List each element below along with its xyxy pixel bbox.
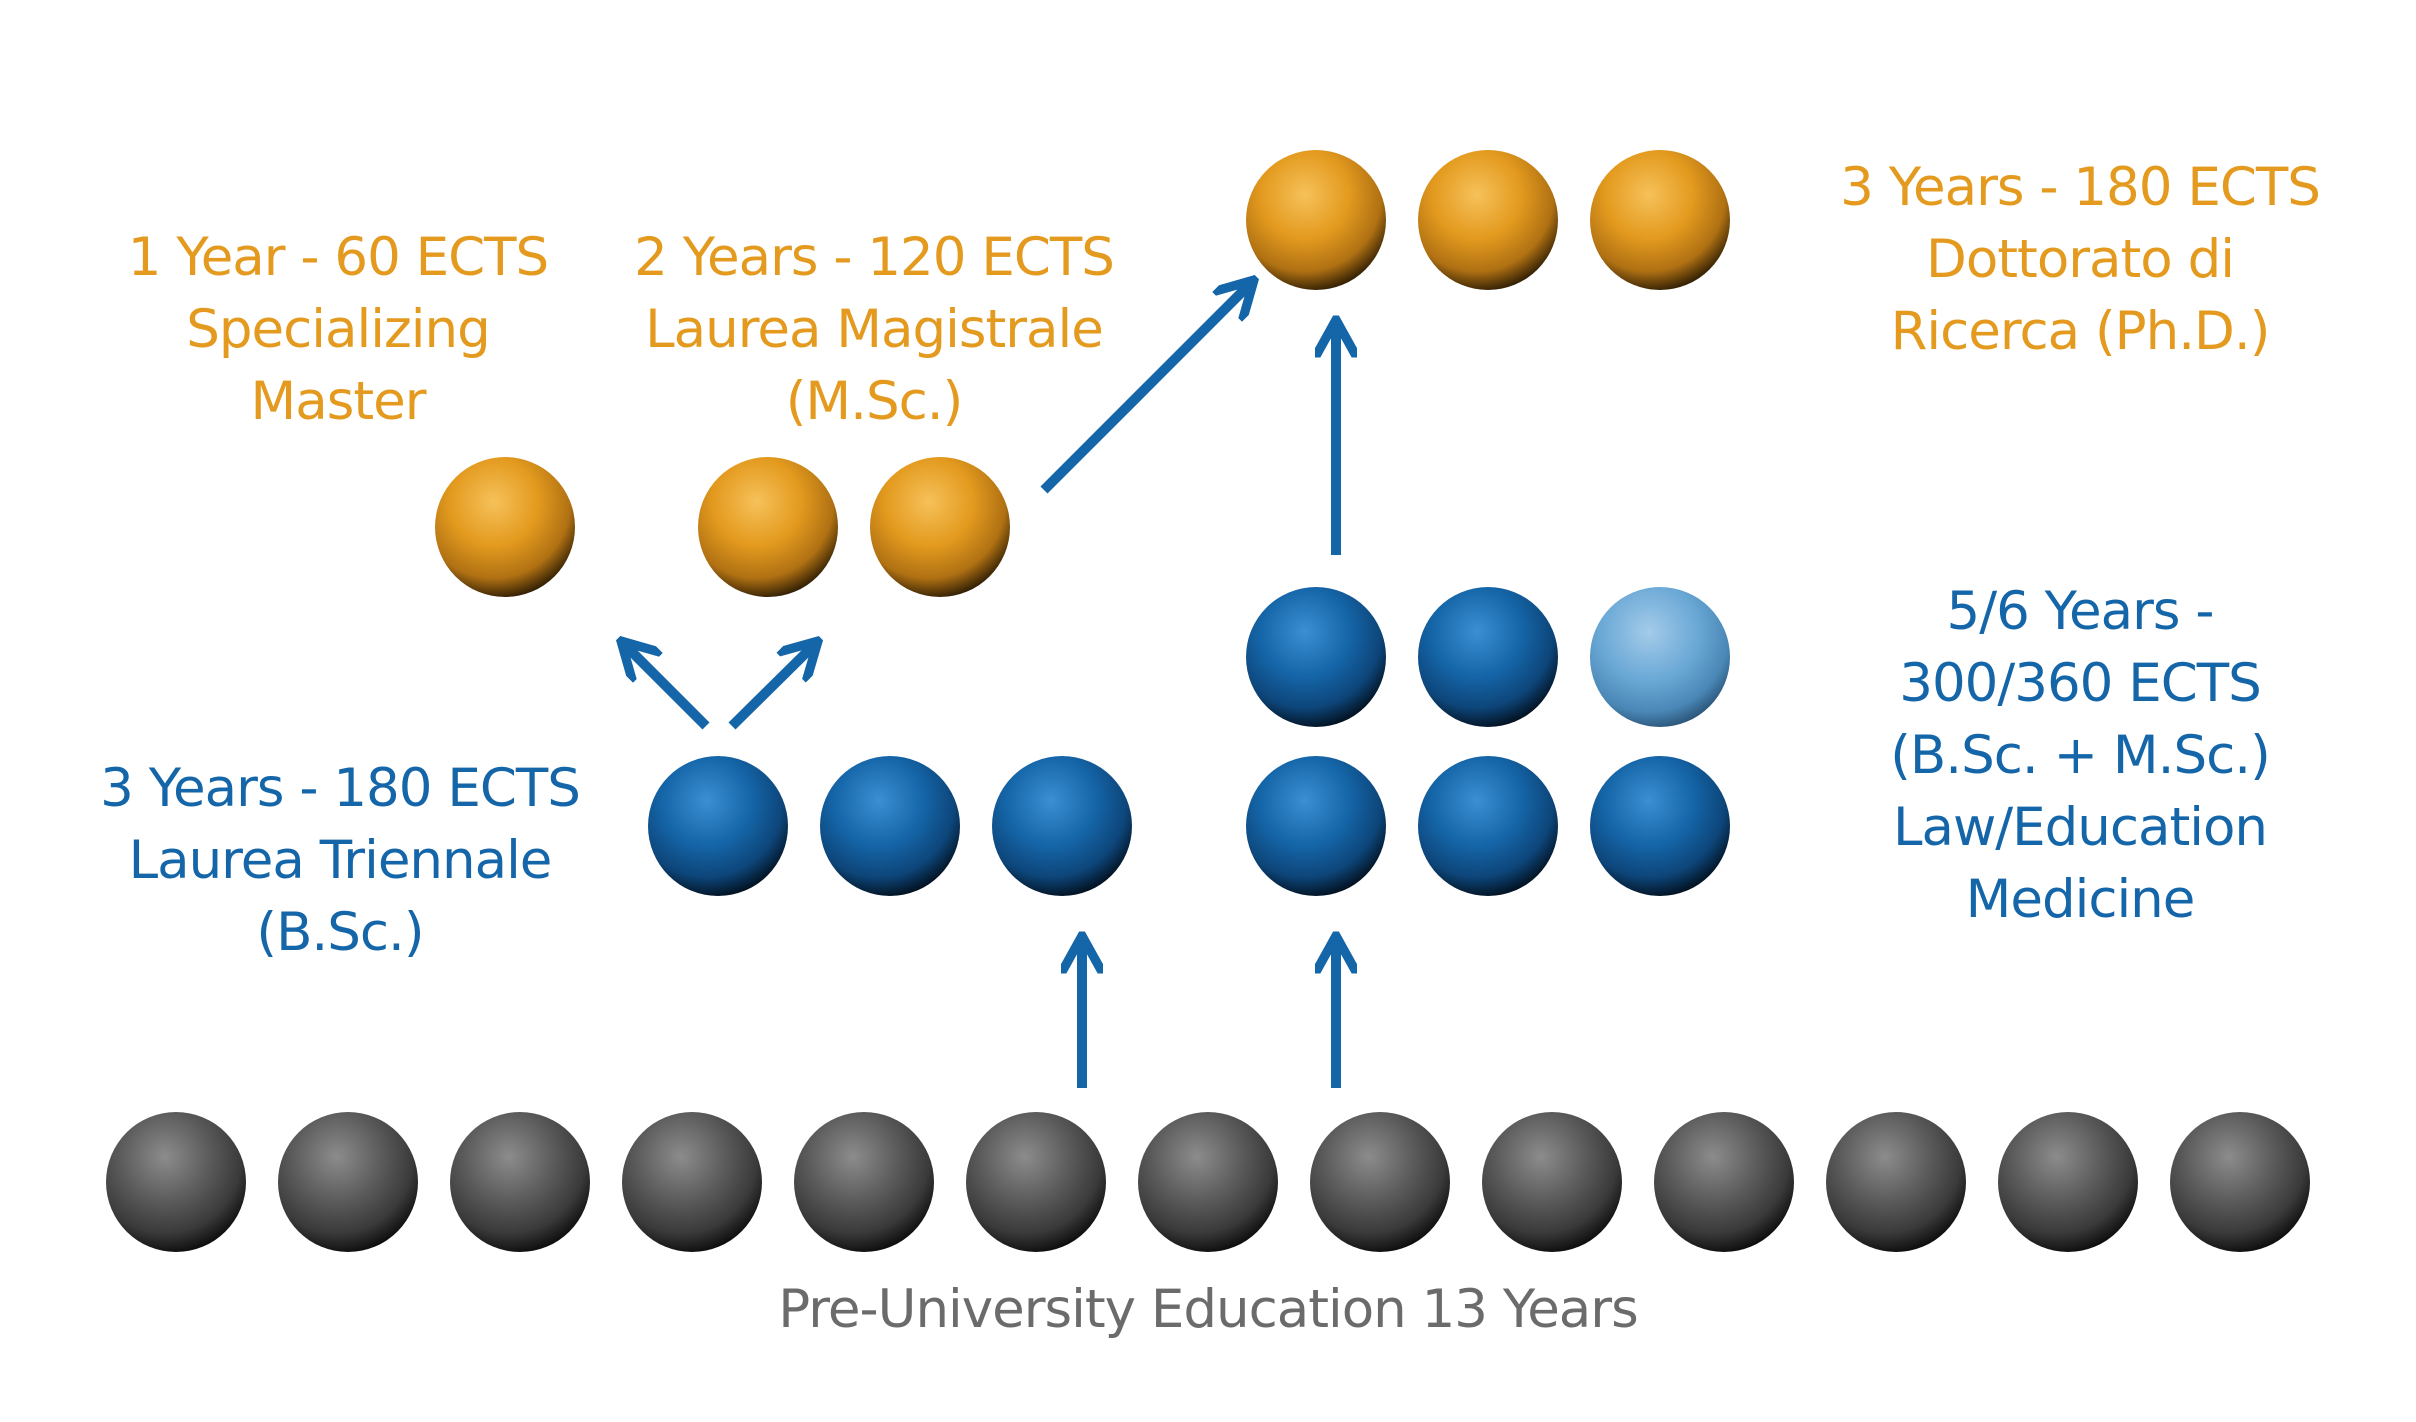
single-cycle-label: 5/6 Years - 300/360 ECTS (B.Sc. + M.Sc.)…	[1830, 576, 2330, 936]
dottorato-label-line-1: 3 Years - 180 ECTS	[1840, 157, 2321, 218]
single-cycle-ball-3	[1246, 756, 1386, 896]
pre-university-ball	[1826, 1112, 1966, 1252]
phd-ball-3	[1590, 150, 1730, 290]
single-cycle-ball-5	[1590, 756, 1730, 896]
laurea-triennale-label-line-2: Laurea Triennale	[128, 830, 553, 891]
specializing-master-label: 1 Year - 60 ECTS Specializing Master	[114, 222, 562, 438]
specializing-master-label-line-1: 1 Year - 60 ECTS	[127, 227, 549, 288]
laurea-magistrale-label-line-1: 2 Years - 120 ECTS	[634, 227, 1115, 288]
laurea-magistrale-ball-1	[698, 457, 838, 597]
pre-university-balls	[106, 1112, 2310, 1252]
pre-university-ball	[1998, 1112, 2138, 1252]
specializing-master-label-line-3: Master	[250, 371, 427, 432]
arrow-magistrale-to-phd	[1040, 283, 1251, 494]
specializing-master-ball-1	[435, 457, 575, 597]
single-cycle-ball-1	[1246, 587, 1386, 727]
pre-university-ball	[794, 1112, 934, 1252]
single-cycle-label-line-4: Law/Education	[1892, 797, 2268, 858]
phd-ball-2	[1418, 150, 1558, 290]
pre-university-ball	[106, 1112, 246, 1252]
arrow-bachelor-to-laurea-magistrale	[728, 644, 815, 730]
arrows	[624, 283, 1336, 1088]
single-cycle-label-line-1: 5/6 Years -	[1946, 581, 2215, 642]
dottorato-label-line-2: Dottorato di	[1926, 229, 2235, 290]
pre-university-label-text: Pre-University Education 13 Years	[778, 1279, 1638, 1340]
laurea-magistrale-label: 2 Years - 120 ECTS Laurea Magistrale (M.…	[614, 222, 1134, 438]
laurea-magistrale-label-line-3: (M.Sc.)	[785, 371, 964, 432]
single-cycle-ball-2	[1418, 587, 1558, 727]
single-cycle-balls	[1246, 587, 1730, 896]
single-cycle-ball-optional	[1590, 587, 1730, 727]
laurea-magistrale-balls	[698, 457, 1010, 597]
laurea-magistrale-label-line-2: Laurea Magistrale	[645, 299, 1104, 360]
pre-university-ball	[622, 1112, 762, 1252]
laurea-triennale-label-line-3: (B.Sc.)	[256, 902, 424, 963]
phd-ball-1	[1246, 150, 1386, 290]
laurea-magistrale-ball-2	[870, 457, 1010, 597]
pre-university-ball	[966, 1112, 1106, 1252]
pre-university-ball	[1310, 1112, 1450, 1252]
laurea-triennale-ball-2	[820, 756, 960, 896]
pre-university-ball	[278, 1112, 418, 1252]
pre-university-ball	[1654, 1112, 1794, 1252]
specializing-master-label-line-2: Specializing	[186, 299, 490, 360]
pre-university-ball	[450, 1112, 590, 1252]
laurea-triennale-balls	[648, 756, 1132, 896]
single-cycle-label-line-5: Medicine	[1965, 869, 2196, 930]
arrow-bachelor-to-specializing-master	[624, 644, 710, 730]
laurea-triennale-ball-1	[648, 756, 788, 896]
pre-university-ball	[2170, 1112, 2310, 1252]
pre-university-label: Pre-University Education 13 Years	[658, 1274, 1758, 1346]
laurea-triennale-ball-3	[992, 756, 1132, 896]
phd-balls	[1246, 150, 1730, 290]
single-cycle-ball-4	[1418, 756, 1558, 896]
pre-university-ball	[1482, 1112, 1622, 1252]
laurea-triennale-label-line-1: 3 Years - 180 ECTS	[100, 758, 581, 819]
single-cycle-label-line-3: (B.Sc. + M.Sc.)	[1890, 725, 2271, 786]
dottorato-label-line-3: Ricerca (Ph.D.)	[1890, 301, 2271, 362]
laurea-triennale-label: 3 Years - 180 ECTS Laurea Triennale (B.S…	[80, 753, 600, 969]
pre-university-ball	[1138, 1112, 1278, 1252]
specializing-master-balls	[435, 457, 575, 597]
single-cycle-label-line-2: 300/360 ECTS	[1899, 653, 2262, 714]
dottorato-label: 3 Years - 180 ECTS Dottorato di Ricerca …	[1820, 152, 2340, 368]
